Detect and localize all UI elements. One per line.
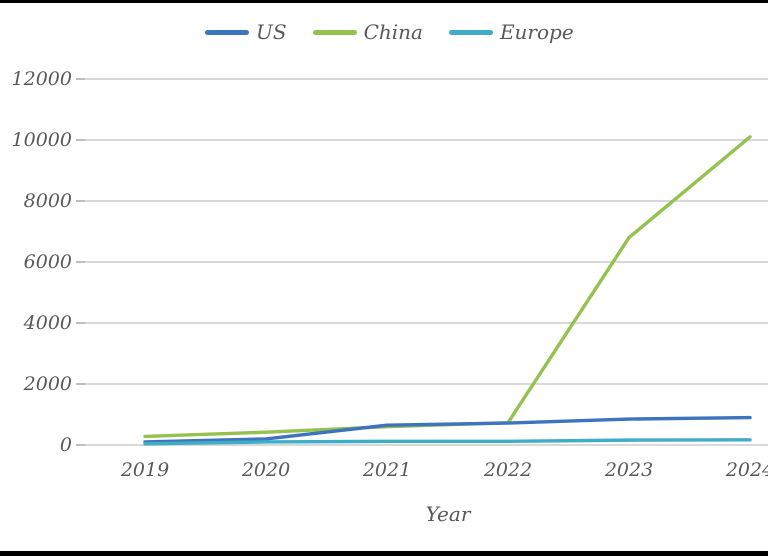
series-line-china bbox=[143, 135, 752, 439]
y-tick-label-6000: 6000 bbox=[23, 251, 72, 273]
x-tick-label-2022: 2022 bbox=[483, 459, 533, 481]
y-axis-tick bbox=[76, 444, 85, 446]
gridline-y-6000 bbox=[85, 261, 768, 263]
x-tick-label-2024: 2024 bbox=[725, 459, 768, 481]
x-tick-label-2020: 2020 bbox=[241, 459, 291, 481]
x-axis-title: Year bbox=[425, 502, 471, 526]
legend-item-china: China bbox=[312, 19, 423, 45]
y-tick-label-2000: 2000 bbox=[23, 373, 72, 395]
y-tick-label-4000: 4000 bbox=[23, 312, 72, 334]
x-tick-label-2021: 2021 bbox=[362, 459, 412, 481]
legend: US China Europe bbox=[205, 18, 574, 46]
y-axis-tick bbox=[76, 322, 85, 324]
gridline-y-8000 bbox=[85, 200, 768, 202]
legend-line-swatch-europe bbox=[448, 29, 493, 35]
x-tick-label-2023: 2023 bbox=[604, 459, 654, 481]
legend-line-swatch-china bbox=[312, 29, 357, 35]
legend-item-europe: Europe bbox=[448, 19, 574, 45]
y-axis-tick bbox=[76, 78, 85, 80]
series-line-us bbox=[143, 415, 752, 444]
series-line-europe bbox=[143, 438, 752, 446]
legend-label-china: China bbox=[363, 20, 423, 44]
gridline-y-2000 bbox=[85, 383, 768, 385]
legend-label-us: US bbox=[256, 20, 287, 44]
y-tick-label-8000: 8000 bbox=[23, 190, 72, 212]
y-axis-tick bbox=[76, 139, 85, 141]
y-tick-label-10000: 10000 bbox=[11, 129, 72, 151]
legend-item-us: US bbox=[205, 19, 287, 45]
y-axis-tick bbox=[76, 261, 85, 263]
gridline-y-4000 bbox=[85, 322, 768, 324]
x-tick-label-2019: 2019 bbox=[120, 459, 170, 481]
frame-bottom-border bbox=[0, 551, 768, 556]
gridline-y-10000 bbox=[85, 139, 768, 141]
y-axis-tick bbox=[76, 383, 85, 385]
y-axis-tick bbox=[76, 200, 85, 202]
y-tick-label-12000: 12000 bbox=[11, 68, 72, 90]
legend-label-europe: Europe bbox=[499, 20, 574, 44]
gridline-y-0 bbox=[85, 444, 768, 446]
legend-line-swatch-us bbox=[205, 29, 249, 35]
y-tick-label-0: 0 bbox=[59, 434, 72, 456]
gridline-y-12000 bbox=[85, 78, 768, 80]
frame-top-border bbox=[0, 0, 768, 3]
